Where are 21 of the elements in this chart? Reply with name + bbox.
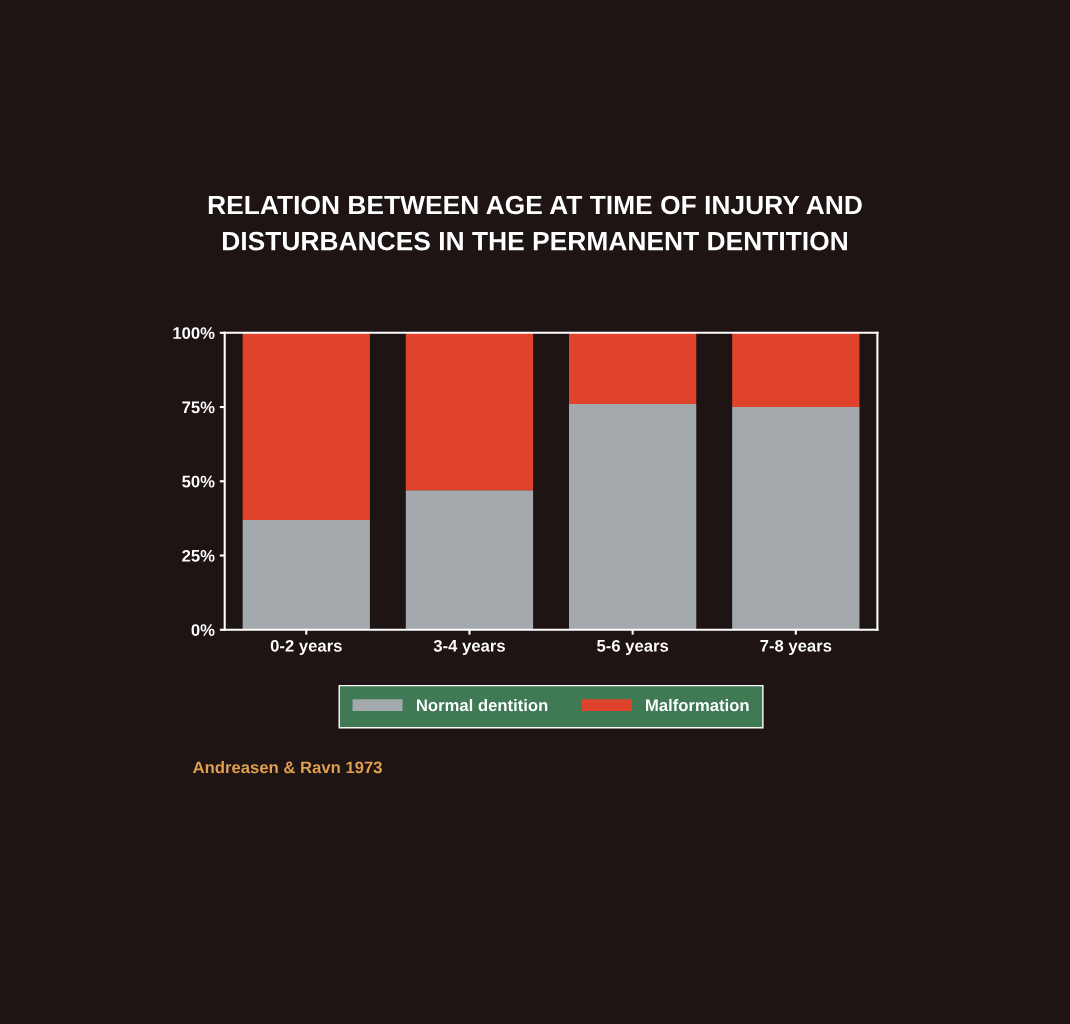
y-tick-label: 75% (182, 401, 215, 414)
bar (569, 404, 697, 630)
y-tick-label: 25% (182, 549, 215, 562)
bar (569, 332, 697, 405)
bar (242, 332, 370, 520)
x-tick-label: 3-4 years (433, 639, 505, 656)
y-tick-label: 50% (182, 475, 215, 488)
y-tick-label: 100% (173, 327, 215, 339)
legend-label: Normal dentition (416, 698, 548, 712)
chart-title: RELATION BETWEEN AGE AT TIME OF INJURY AND DISTURBANCES IN THE PERMANENT DENTITION (208, 195, 862, 251)
x-tick-label: 7-8 years (760, 639, 832, 656)
bar (732, 407, 860, 630)
bar (732, 332, 860, 408)
bar (405, 332, 534, 491)
x-tick-label: 0-2 years (270, 639, 342, 656)
y-tick-label: 0% (191, 624, 215, 636)
bar (405, 490, 534, 630)
legend-label: Malformation (646, 698, 749, 712)
text: Andreasen & Ravn 1973 (193, 761, 382, 774)
x-tick-label: 5-6 years (597, 639, 669, 656)
bar (242, 519, 370, 630)
